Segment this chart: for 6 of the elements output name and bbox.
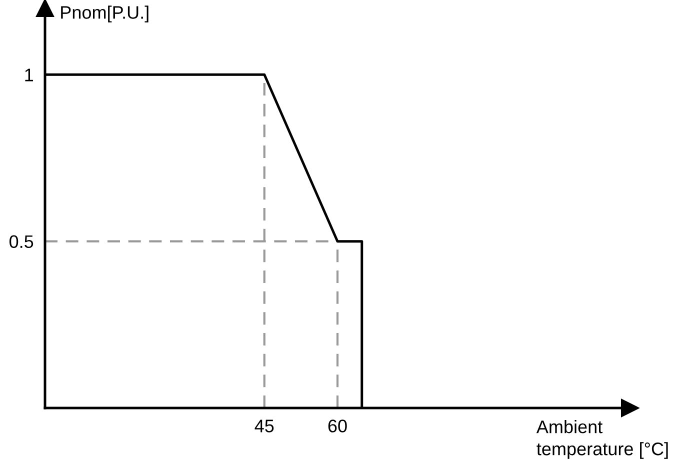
x-axis-title: Ambient temperature [°C]: [536, 420, 668, 459]
y-tick-label: 0.5: [9, 235, 34, 248]
y-tick-label: 1: [25, 68, 34, 82]
x-tick-label: 45: [254, 420, 274, 432]
x-tick-label: 60: [328, 420, 347, 432]
y-axis-title: Pnom[P.U.]: [61, 6, 148, 22]
